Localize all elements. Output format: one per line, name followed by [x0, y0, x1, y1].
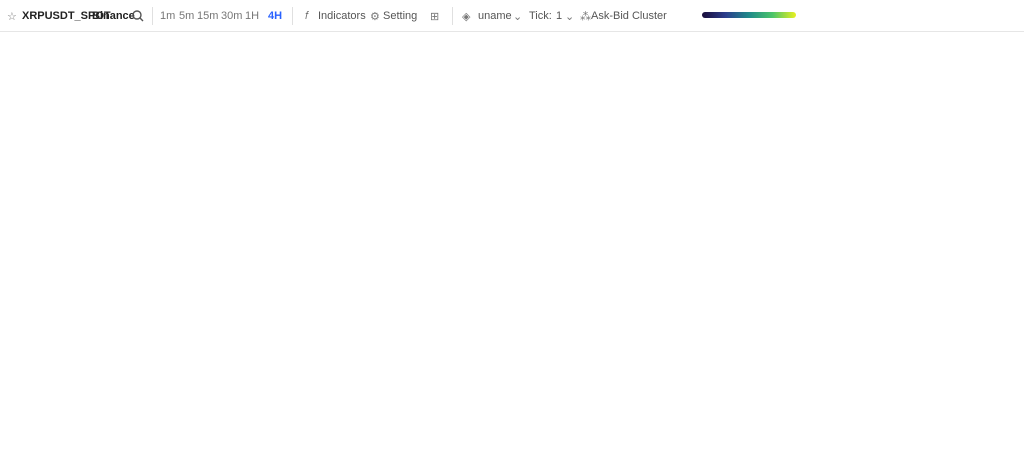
cluster-icon: ⁂	[580, 11, 591, 23]
interval[interactable]: 15m	[197, 10, 219, 22]
toolbar: ☆ XRPUSDT_SPOT Binance 8-28-168-309-139-…	[0, 0, 1024, 32]
indicators-icon: 𝑓	[305, 10, 309, 22]
favorite-icon[interactable]: ☆	[7, 11, 17, 23]
interval-active[interactable]: 4H	[268, 10, 283, 22]
setting-button[interactable]: Setting	[383, 10, 418, 22]
tick-value[interactable]: 1	[556, 10, 563, 22]
symbol[interactable]: XRPUSDT_SPOT	[22, 10, 111, 22]
interval[interactable]: 30m	[221, 10, 243, 22]
layout-icon[interactable]: ⊞	[430, 11, 440, 23]
interval[interactable]: 1m	[160, 10, 176, 22]
exchange[interactable]: Binance	[92, 10, 135, 22]
heatmap-scale[interactable]	[702, 12, 796, 18]
dropdown-arrow[interactable]: ⌄	[513, 11, 523, 23]
setting-icon: ⚙	[370, 11, 380, 23]
separator	[152, 7, 153, 25]
dropdown-arrow[interactable]: ⌄	[565, 11, 575, 23]
interval[interactable]: 1H	[245, 10, 260, 22]
user-icon: ◈	[462, 11, 471, 23]
indicators-button[interactable]: Indicators	[318, 10, 366, 22]
cluster-button[interactable]: Ask-Bid Cluster	[591, 10, 667, 22]
tick-label: Tick:	[529, 10, 552, 22]
interval[interactable]: 5m	[179, 10, 195, 22]
search-icon[interactable]: 8-28-168-309-139-2710-1110-2511-811-2212…	[131, 9, 145, 23]
separator	[452, 7, 453, 25]
separator	[292, 7, 293, 25]
user-select[interactable]: uname	[478, 10, 512, 22]
